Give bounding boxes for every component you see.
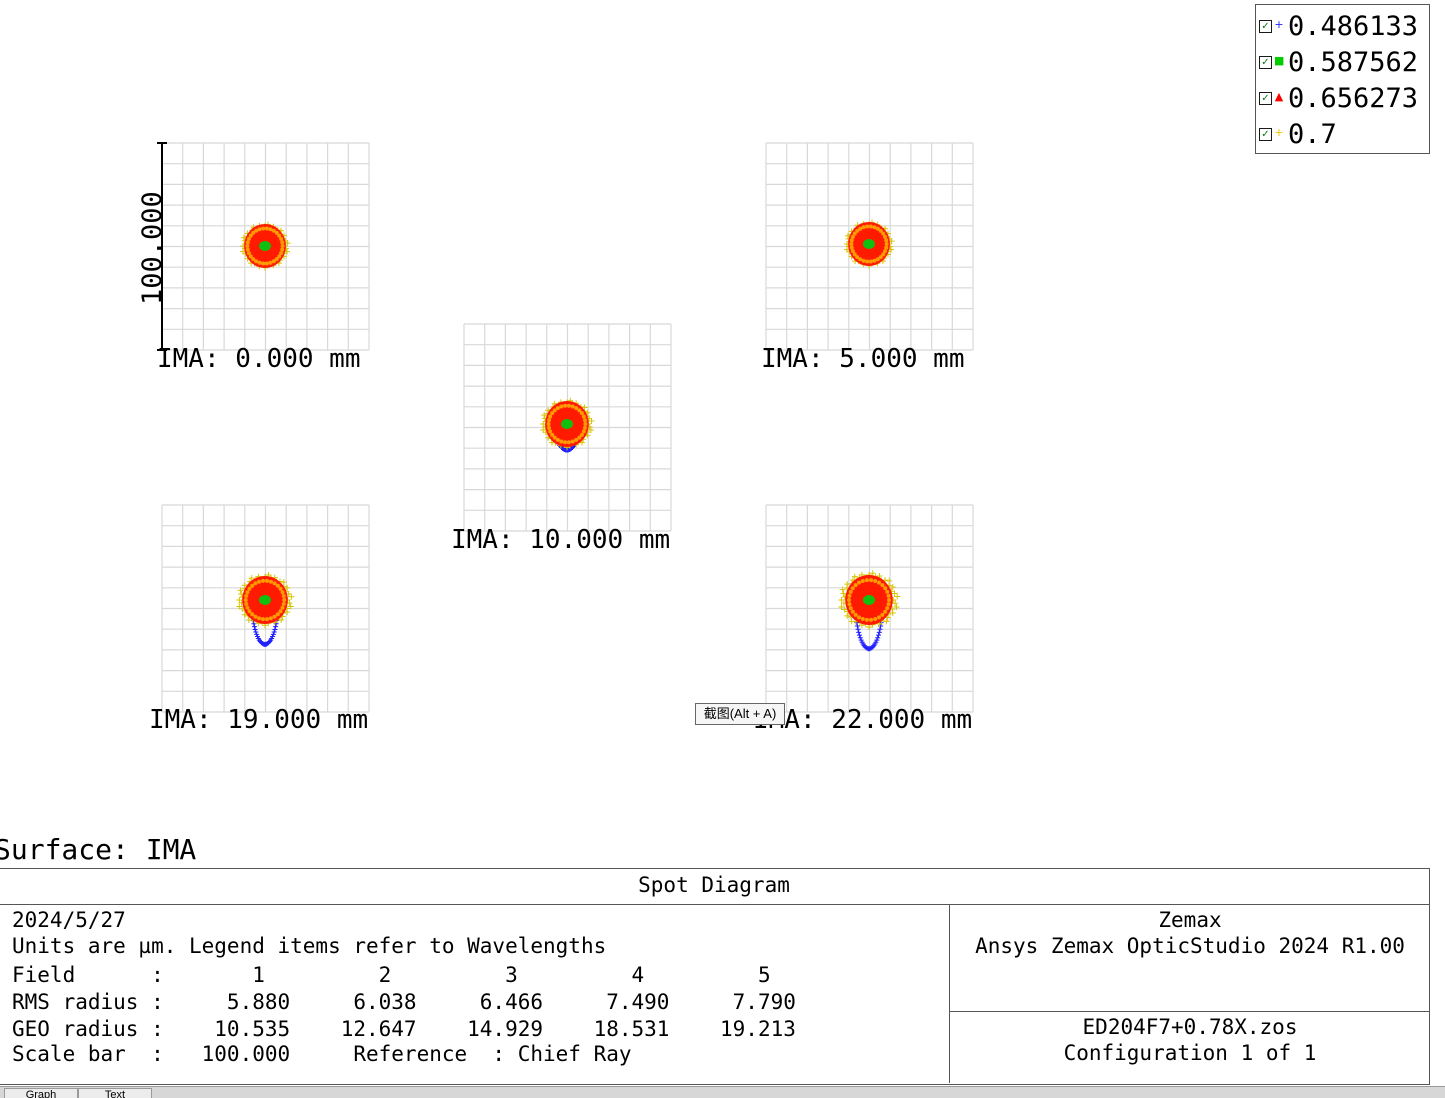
field-label-1: IMA: 0.000 mm (157, 344, 361, 374)
field-label-4: IMA: 19.000 mm (149, 705, 369, 735)
units-text: Units are µm. Legend items refer to Wave… (12, 934, 607, 958)
info-panel: Spot Diagram 2024/5/27 Units are µm. Leg… (0, 868, 1430, 1085)
triangle-marker-icon: ▲ (1274, 90, 1284, 103)
spot-pattern-4 (236, 572, 295, 647)
product-text: Ansys Zemax OpticStudio 2024 R1.00 (975, 934, 1405, 958)
legend-item-3[interactable]: ✓ + 0.7 (1256, 117, 1429, 153)
spot-diagram-plot: 100.000 (137, 142, 974, 713)
legend-label: 0.486133 (1288, 11, 1419, 42)
configuration-text: Configuration 1 of 1 (1063, 1041, 1317, 1065)
tab-text[interactable]: Text (78, 1088, 152, 1098)
field-row: Field : 1 2 3 4 5 (12, 963, 771, 987)
info-left-cell: 2024/5/27 Units are µm. Legend items ref… (0, 905, 949, 1083)
checkbox-icon[interactable]: ✓ (1259, 128, 1272, 141)
info-title: Spot Diagram (0, 869, 1429, 905)
geo-radius-row: GEO radius : 10.535 12.647 14.929 18.531… (12, 1017, 796, 1041)
legend-item-1[interactable]: ✓ ■ 0.587562 (1256, 45, 1429, 81)
screenshot-tooltip: 截图(Alt + A) (695, 703, 785, 725)
wavelength-legend: ✓ + 0.486133 ✓ ■ 0.587562 ✓ ▲ 0.656273 ✓… (1255, 4, 1430, 154)
info-right-cell: Zemax Ansys Zemax OpticStudio 2024 R1.00… (949, 905, 1430, 1083)
legend-item-0[interactable]: ✓ + 0.486133 (1256, 9, 1429, 45)
rms-radius-row: RMS radius : 5.880 6.038 6.466 7.490 7.7… (12, 990, 796, 1014)
divider (950, 1011, 1430, 1012)
plus-marker-icon: + (1274, 18, 1284, 31)
checkbox-icon[interactable]: ✓ (1259, 20, 1272, 33)
scale-bar-row: Scale bar : 100.000 Reference : Chief Ra… (12, 1042, 632, 1066)
scale-bar-label: 100.000 (137, 191, 168, 305)
field-label-2: IMA: 5.000 mm (761, 344, 965, 374)
checkbox-icon[interactable]: ✓ (1259, 92, 1272, 105)
legend-label: 0.7 (1288, 119, 1337, 150)
spot-pattern-5 (838, 570, 901, 652)
surface-label: Surface: IMA (0, 833, 197, 866)
square-marker-icon: ■ (1274, 54, 1285, 67)
spot-pattern-2 (843, 219, 895, 269)
spot-grid-3 (463, 323, 672, 532)
plus-marker-icon: + (1274, 126, 1284, 139)
checkbox-icon[interactable]: ✓ (1259, 56, 1272, 69)
spot-pattern-3 (540, 397, 595, 453)
field-label-3: IMA: 10.000 mm (451, 525, 671, 555)
field-label-5: IMA: 22.000 mm (753, 705, 973, 735)
legend-label: 0.656273 (1288, 83, 1419, 114)
view-tab-bar: Graph Text (0, 1086, 1445, 1098)
company-text: Zemax (1158, 908, 1222, 932)
spot-pattern-1 (239, 221, 291, 271)
date-text: 2024/5/27 (12, 908, 126, 932)
tab-graph[interactable]: Graph (4, 1088, 78, 1098)
file-name-text: ED204F7+0.78X.zos (1082, 1015, 1298, 1039)
legend-label: 0.587562 (1288, 47, 1419, 78)
scale-bar: 100.000 (137, 142, 168, 351)
legend-item-2[interactable]: ✓ ▲ 0.656273 (1256, 81, 1429, 117)
